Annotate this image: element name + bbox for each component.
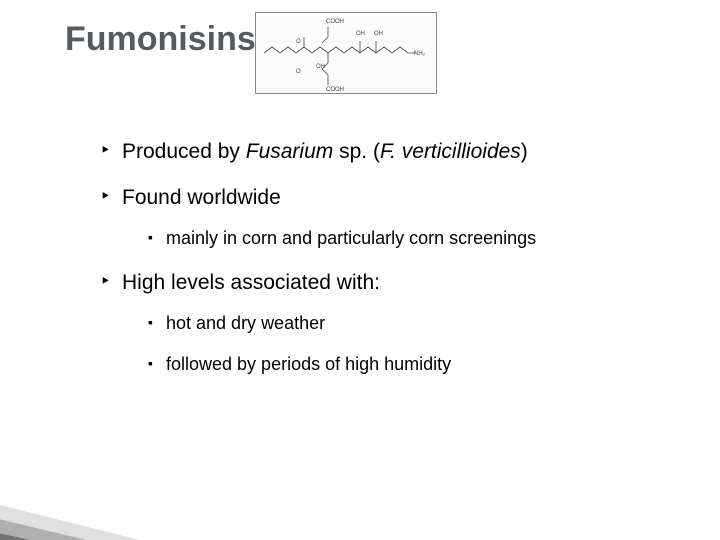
chemical-structure-graphic: COOH COOH NH₂ OH OH OH O O [255, 12, 437, 94]
bullet-produced-by: Produced by Fusarium sp. (F. verticillio… [100, 140, 680, 164]
bullet-list-level2: hot and dry weather followed by periods … [148, 313, 680, 375]
svg-text:OH: OH [356, 31, 365, 37]
content-area: Produced by Fusarium sp. (F. verticillio… [100, 140, 680, 397]
bullet-list-level2: mainly in corn and particularly corn scr… [148, 228, 680, 249]
corner-decoration [0, 440, 220, 540]
text: ) [521, 140, 528, 163]
bullet-found-worldwide: Found worldwide mainly in corn and parti… [100, 186, 680, 249]
bullet-high-levels: High levels associated with: hot and dry… [100, 271, 680, 375]
text: High levels associated with: [122, 271, 380, 294]
text-italic: Fusarium [246, 140, 334, 163]
sub-bullet: hot and dry weather [148, 313, 680, 334]
text: sp. ( [333, 140, 380, 163]
text-italic: F. verticillioides [380, 140, 521, 163]
sub-bullet: mainly in corn and particularly corn scr… [148, 228, 680, 249]
svg-text:COOH: COOH [326, 19, 344, 25]
svg-text:O: O [296, 69, 301, 75]
svg-text:COOH: COOH [326, 87, 344, 93]
sub-bullet: followed by periods of high humidity [148, 354, 680, 375]
text: Found worldwide [122, 186, 281, 209]
text: Produced by [122, 140, 246, 163]
svg-text:OH: OH [374, 31, 383, 37]
page-title: Fumonisins [65, 20, 256, 59]
svg-text:NH₂: NH₂ [414, 51, 426, 57]
svg-text:O: O [296, 39, 301, 45]
bullet-list-level1: Produced by Fusarium sp. (F. verticillio… [100, 140, 680, 375]
